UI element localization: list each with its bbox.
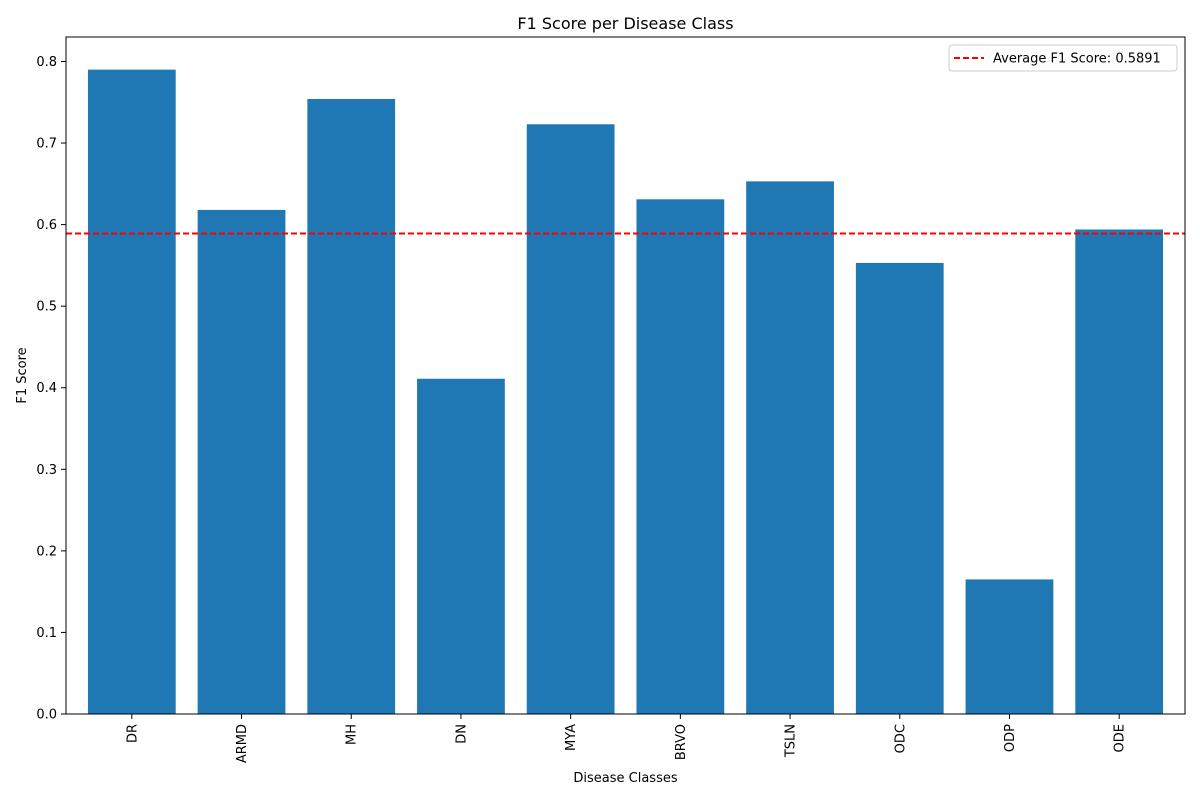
bar-tsln — [746, 181, 834, 714]
bar-odp — [965, 579, 1054, 714]
y-axis: 0.0 0.1 0.2 0.3 0.4 0.5 0.6 0.7 0.8 — [36, 55, 66, 723]
bars-group — [87, 69, 1164, 715]
x-tick-label-dr: DR — [125, 724, 140, 743]
x-tick-label-ode: ODE — [1113, 724, 1128, 752]
y-tick-label: 0.4 — [36, 381, 57, 396]
legend: Average F1 Score: 0.5891 — [948, 44, 1178, 72]
x-tick-label-dn: DN — [454, 724, 469, 744]
legend-label: Average F1 Score: 0.5891 — [993, 52, 1161, 67]
x-tick-label-tsln: TSLN — [784, 724, 799, 758]
chart-title: F1 Score per Disease Class — [517, 14, 733, 33]
y-tick-label: 0.5 — [36, 300, 57, 315]
legend-box — [948, 44, 1178, 72]
bar-odc — [855, 262, 944, 714]
x-axis-title: Disease Classes — [573, 771, 677, 786]
plot-frame — [65, 36, 1186, 715]
x-tick-label-mh: MH — [345, 724, 360, 745]
x-tick-label-odc: ODC — [893, 724, 908, 753]
y-tick-label: 0.0 — [36, 708, 57, 723]
x-axis: DR ARMD MH DN MYA BRVO TSLN ODC ODP ODE — [125, 714, 1128, 763]
x-tick-label-brvo: BRVO — [674, 724, 689, 760]
x-tick-label-mya: MYA — [564, 724, 579, 751]
bar-armd — [197, 209, 286, 715]
bar-mh — [307, 98, 396, 715]
y-tick-label: 0.6 — [36, 218, 57, 233]
bar-dn — [417, 378, 505, 714]
y-tick-label: 0.3 — [36, 463, 57, 478]
bar-ode — [1075, 229, 1164, 714]
y-tick-label: 0.7 — [36, 137, 57, 152]
y-tick-label: 0.8 — [36, 55, 57, 70]
bar-mya — [526, 124, 615, 714]
y-axis-title: F1 Score — [15, 347, 30, 403]
y-tick-label: 0.1 — [36, 626, 57, 641]
bar-brvo — [636, 199, 725, 714]
x-tick-label-armd: ARMD — [235, 724, 250, 763]
bar-dr — [87, 69, 176, 714]
y-tick-label: 0.2 — [36, 544, 57, 559]
x-tick-label-odp: ODP — [1003, 724, 1018, 752]
